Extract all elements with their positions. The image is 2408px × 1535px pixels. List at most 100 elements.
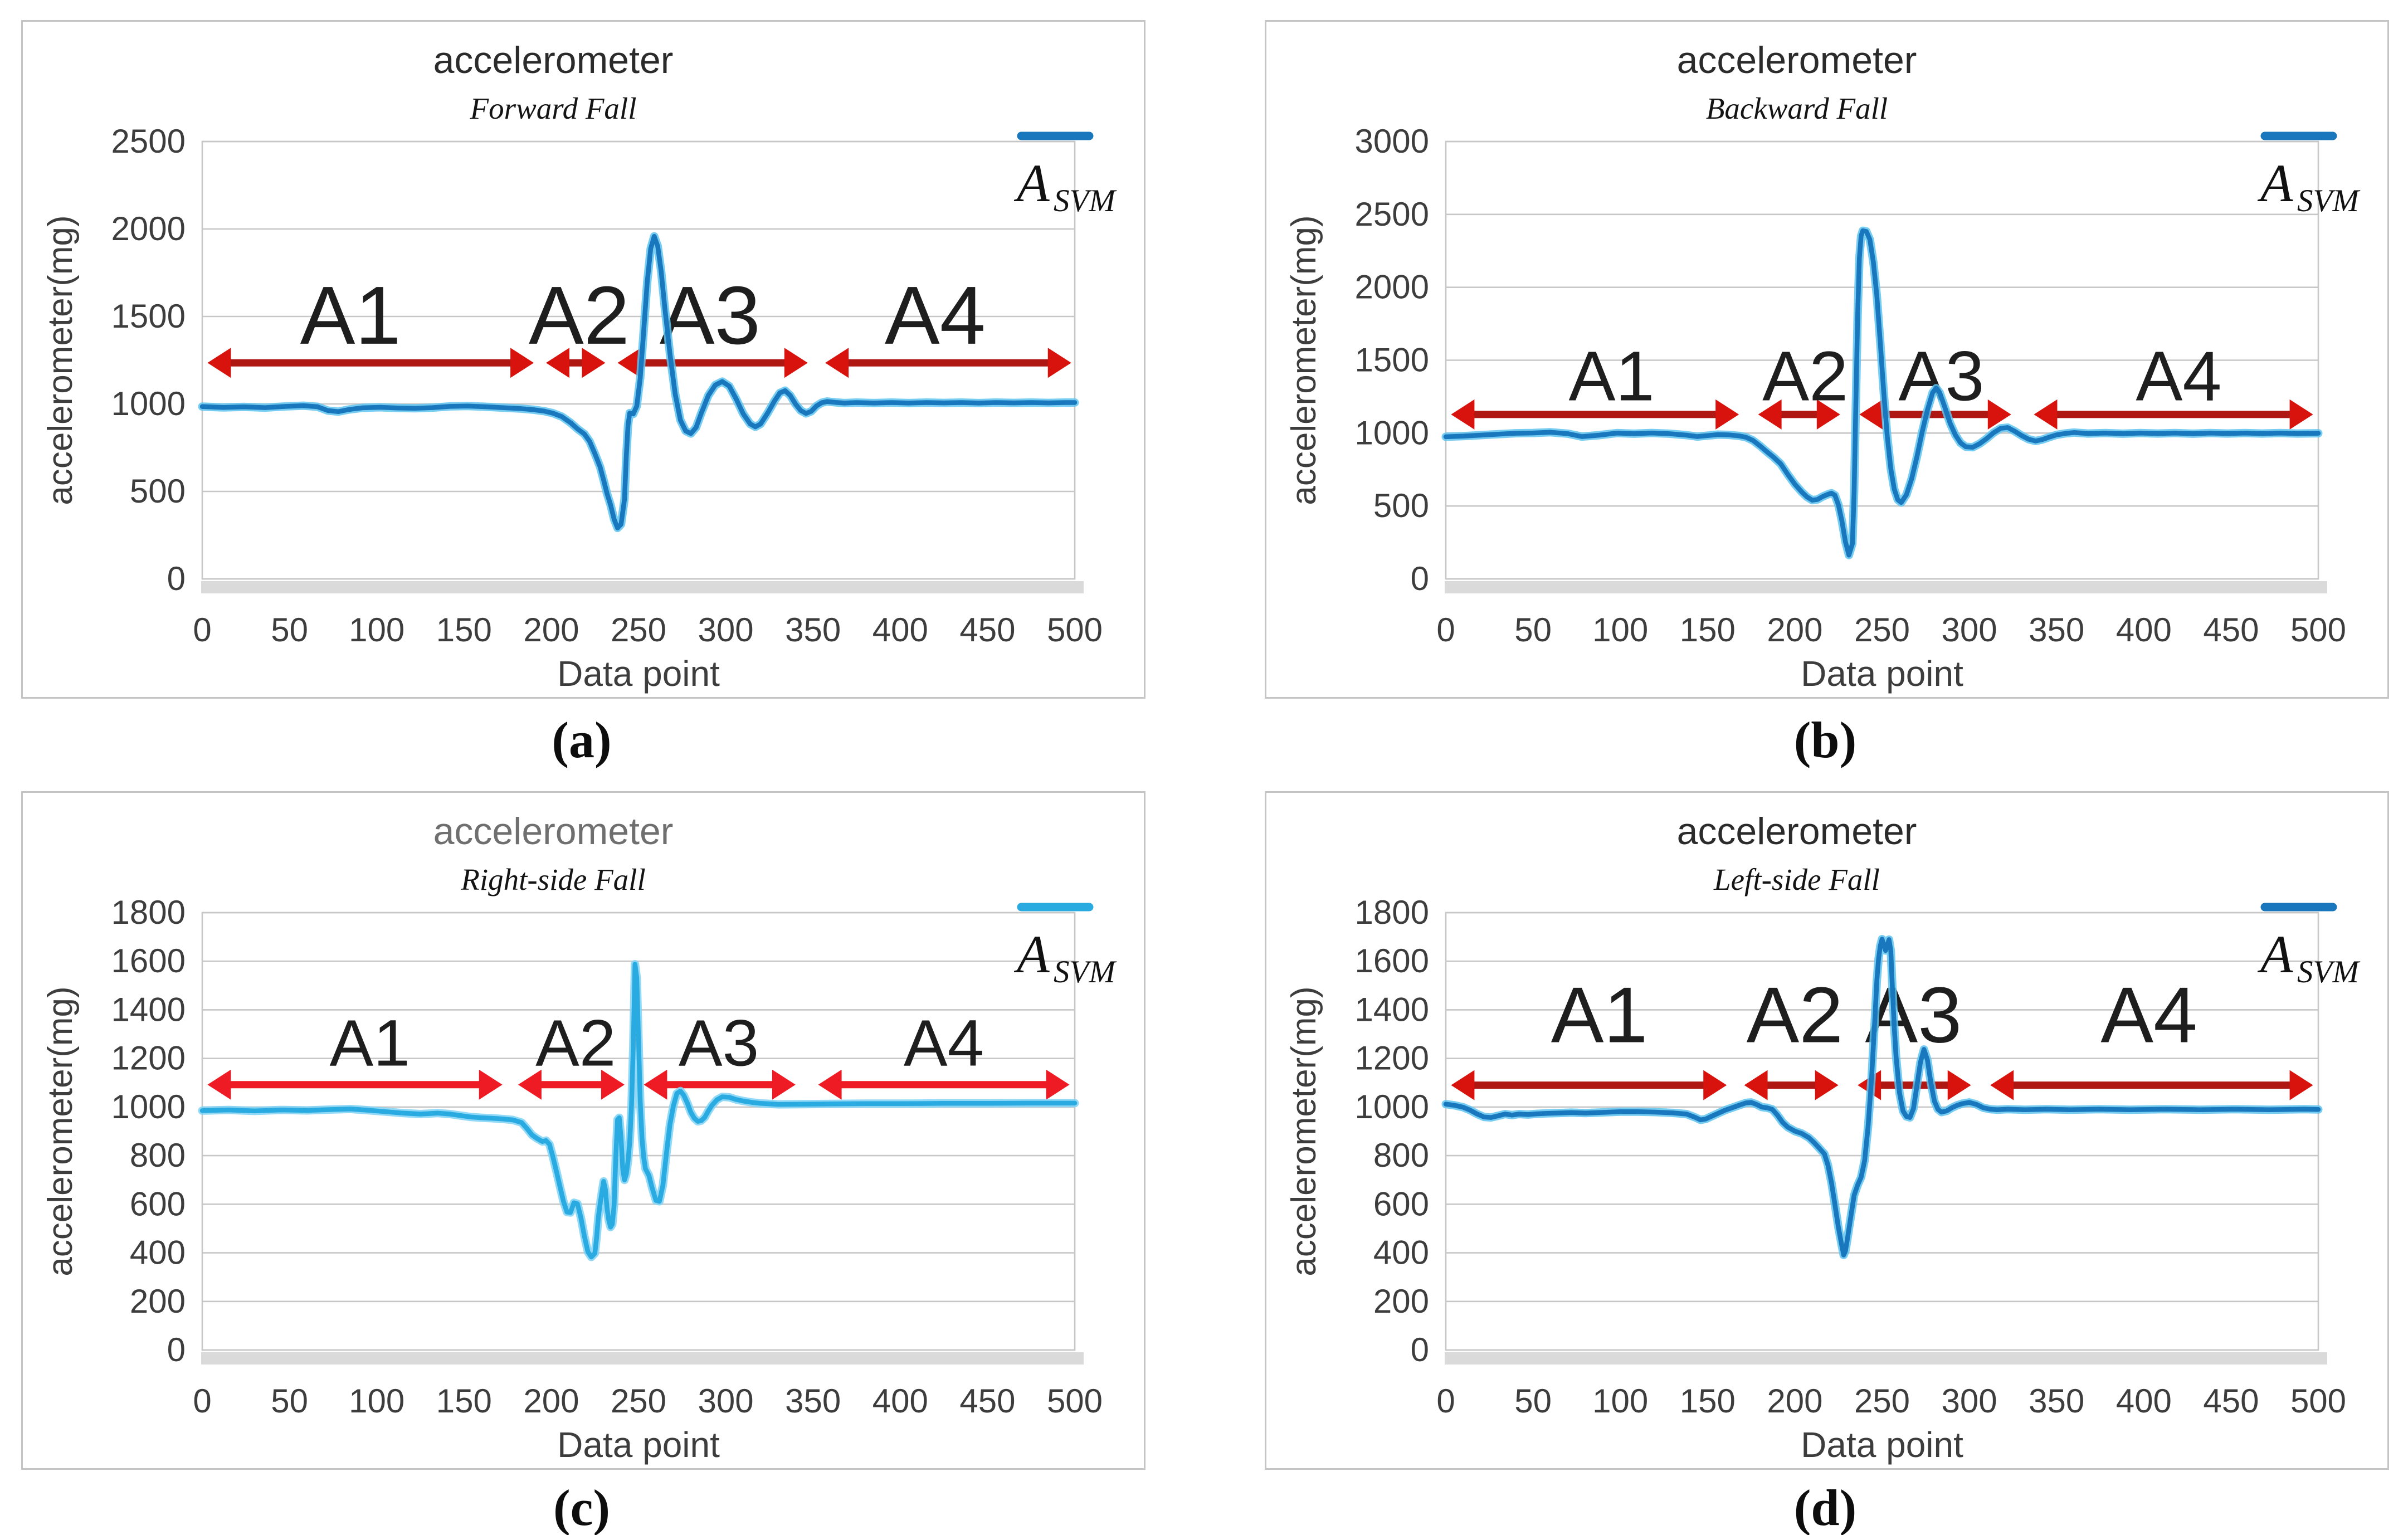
asvm-line — [199, 233, 1078, 530]
legend: A SVM — [1013, 131, 1117, 218]
y-tick-label: 200 — [130, 1283, 186, 1320]
y-tick-label: 800 — [130, 1137, 186, 1174]
y-tick-label: 1400 — [111, 991, 186, 1028]
legend-label-subscript: SVM — [1054, 954, 1117, 990]
x-tick-label: 0 — [193, 1382, 211, 1420]
arrow-head-left-A4 — [1990, 1070, 2014, 1100]
phase-label-A2: A2 — [1762, 337, 1848, 415]
arrow-head-right-A3 — [1947, 1070, 1971, 1100]
arrow-head-right-A3 — [784, 348, 808, 378]
panel-c-right-side-fall-chart: 0 200 400 600 800 1000 1200 1400 1600 1800 A1 A2 A3 A… — [21, 791, 1145, 1470]
arrow-head-right-A2 — [1815, 1070, 1839, 1100]
arrow-head-right-A4 — [2289, 1070, 2313, 1100]
x-tick-label: 200 — [1767, 611, 1822, 649]
y-tick-label: 0 — [1411, 560, 1429, 597]
arrow-head-left-A4 — [818, 1069, 842, 1100]
legend-label-main: A — [2257, 153, 2293, 213]
arrow-head-left-A1 — [1451, 399, 1475, 430]
chart-title: accelerometer — [433, 810, 674, 852]
y-tick-label: 2000 — [1355, 269, 1429, 306]
arrow-head-right-A2 — [582, 348, 606, 378]
y-tick-label: 0 — [1411, 1331, 1429, 1368]
axis-floor-strip — [1445, 1352, 2327, 1365]
y-tick-label: 1800 — [1355, 894, 1429, 931]
phase-label-A1: A1 — [330, 1007, 410, 1080]
x-tick-label: 200 — [523, 1382, 579, 1420]
segment-arrows: A1 A2 A3 A4 — [207, 270, 1071, 378]
x-tick-label: 500 — [1047, 1382, 1103, 1420]
arrow-head-right-A4 — [2289, 399, 2313, 430]
y-tick-label: 1200 — [111, 1040, 186, 1077]
arrow-head-right-A3 — [772, 1069, 796, 1100]
x-tick-label: 300 — [698, 611, 754, 649]
x-tick-label: 0 — [1436, 611, 1455, 649]
plot-border — [201, 912, 1076, 1351]
x-tick-label: 250 — [1854, 611, 1910, 649]
asvm-line — [1443, 228, 2321, 558]
phase-label-A1: A1 — [1551, 971, 1648, 1060]
arrow-head-left-A1 — [207, 1069, 231, 1100]
asvm-line — [199, 962, 1078, 1260]
legend-label-subscript: SVM — [2297, 954, 2361, 990]
x-tick-label: 450 — [959, 611, 1015, 649]
segment-arrows: A1 A2 A3 A4 — [1451, 971, 2313, 1100]
y-tick-label: 1000 — [1355, 1088, 1429, 1125]
arrow-head-left-A3 — [617, 348, 641, 378]
segment-arrows: A1 A2 A3 A4 — [207, 1007, 1070, 1100]
y-tick-label: 500 — [130, 472, 186, 510]
phase-label-A3: A3 — [660, 270, 761, 362]
caption-d: (d) — [1793, 1479, 1857, 1535]
y-tick-label: 800 — [1373, 1137, 1429, 1174]
y-tick-label: 1500 — [1355, 342, 1429, 379]
x-tick-label: 0 — [193, 611, 211, 649]
x-tick-label: 300 — [698, 1382, 754, 1420]
y-tick-label: 1800 — [111, 894, 186, 931]
arrow-head-left-A4 — [825, 348, 849, 378]
caption-c: (c) — [553, 1479, 611, 1535]
y-tick-label: 600 — [130, 1185, 186, 1222]
x-tick-label: 350 — [785, 1382, 841, 1420]
x-axis-title: Data point — [1801, 654, 1963, 694]
caption-b: (b) — [1793, 712, 1857, 768]
y-tick-label: 1000 — [111, 385, 186, 422]
x-tick-label: 200 — [523, 611, 579, 649]
x-axis-title: Data point — [557, 1425, 720, 1465]
y-axis-title: accelerometer(mg) — [41, 986, 80, 1276]
axis-floor-strip — [201, 1352, 1084, 1365]
chart-title: accelerometer — [433, 39, 674, 81]
x-tick-label: 100 — [349, 611, 404, 649]
x-tick-label: 500 — [2290, 1382, 2346, 1420]
legend-label-subscript: SVM — [1054, 183, 1117, 218]
segment-arrows: A1 A2 A3 A4 — [1451, 337, 2313, 430]
arrow-head-left-A2 — [546, 348, 570, 378]
arrow-head-left-A4 — [2034, 399, 2058, 430]
x-tick-label: 150 — [436, 611, 492, 649]
chart-subtitle: Right-side Fall — [460, 862, 645, 896]
legend-label-main: A — [1013, 153, 1050, 213]
legend: A SVM — [1013, 903, 1117, 990]
chart-title: accelerometer — [1677, 39, 1917, 81]
legend: A SVM — [2257, 903, 2361, 990]
arrow-head-right-A3 — [1987, 399, 2011, 430]
chart-subtitle: Backward Fall — [1706, 91, 1888, 125]
phase-label-A2: A2 — [529, 270, 630, 362]
x-tick-label: 150 — [436, 1382, 492, 1420]
plot-border — [1445, 912, 2319, 1351]
x-tick-label: 400 — [872, 611, 928, 649]
phase-label-A4: A4 — [885, 270, 986, 362]
y-tick-label: 1000 — [1355, 414, 1429, 451]
legend-label-main: A — [1013, 924, 1050, 984]
arrow-head-right-A2 — [601, 1069, 625, 1100]
arrow-head-right-A1 — [1715, 399, 1739, 430]
x-tick-label: 100 — [1592, 1382, 1648, 1420]
arrow-head-left-A2 — [518, 1069, 542, 1100]
x-tick-label: 200 — [1767, 1382, 1822, 1420]
phase-label-A1: A1 — [1568, 337, 1654, 415]
panel-b-backward-fall-chart: 0 500 1000 1500 2000 2500 3000 A1 A2 A3 A4 0 50 100 15… — [1265, 20, 2389, 699]
y-tick-label: 2500 — [1355, 196, 1429, 233]
x-tick-label: 450 — [2203, 1382, 2259, 1420]
chart-subtitle: Left-side Fall — [1713, 862, 1880, 896]
